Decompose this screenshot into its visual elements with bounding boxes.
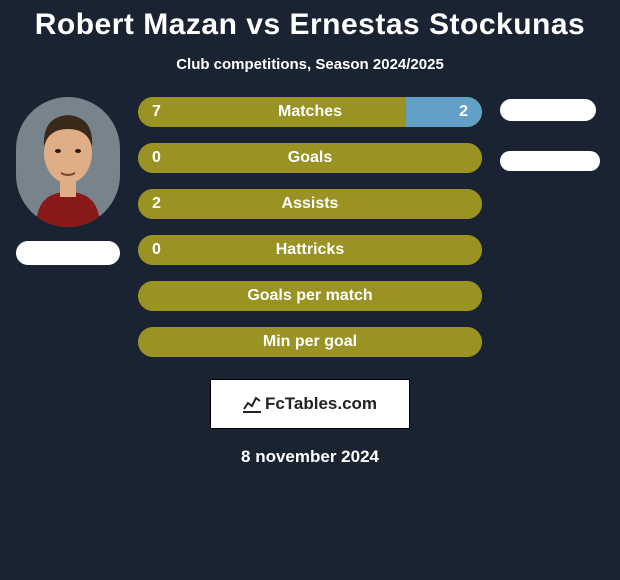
chart-icon: [243, 395, 261, 413]
player-right-avatar-slot: [500, 97, 604, 227]
bar-left-segment: [138, 235, 482, 265]
avatar-eye-right: [75, 149, 81, 153]
stat-bar-hattricks: 0Hattricks: [138, 235, 482, 265]
comparison-body: 72Matches 0Goals 2Assists 0Hattricks Goals p…: [0, 97, 620, 373]
bar-left-segment: [138, 143, 482, 173]
player-right-pill-2: [500, 151, 600, 171]
stat-bar-goals: 0Goals: [138, 143, 482, 173]
stat-bar-min-per-goal: Min per goal: [138, 327, 482, 357]
bar-left-segment: [138, 189, 482, 219]
player-left-name-pill: [16, 241, 120, 265]
logo-label: FcTables.com: [265, 394, 377, 414]
logo-text: FcTables.com: [243, 394, 377, 414]
logo-box[interactable]: FcTables.com: [210, 379, 410, 429]
comparison-subtitle: Club competitions, Season 2024/2025: [0, 56, 620, 73]
bar-left-segment: [138, 327, 482, 357]
bar-left-segment: [138, 97, 406, 127]
player-right-panel: [492, 97, 612, 373]
bar-right-segment: [406, 97, 482, 127]
stat-bar-assists: 2Assists: [138, 189, 482, 219]
bar-left-segment: [138, 281, 482, 311]
comparison-title: Robert Mazan vs Ernestas Stockunas: [0, 0, 620, 42]
avatar-eye-left: [55, 149, 61, 153]
stat-bars: 72Matches 0Goals 2Assists 0Hattricks Goals p…: [128, 97, 492, 373]
stat-bar-goals-per-match: Goals per match: [138, 281, 482, 311]
stat-bar-matches: 72Matches: [138, 97, 482, 127]
player-right-pill-1: [500, 99, 596, 121]
player-left-panel: [8, 97, 128, 373]
avatar-svg: [16, 97, 120, 227]
player-left-avatar: [16, 97, 120, 227]
comparison-date: 8 november 2024: [0, 447, 620, 467]
